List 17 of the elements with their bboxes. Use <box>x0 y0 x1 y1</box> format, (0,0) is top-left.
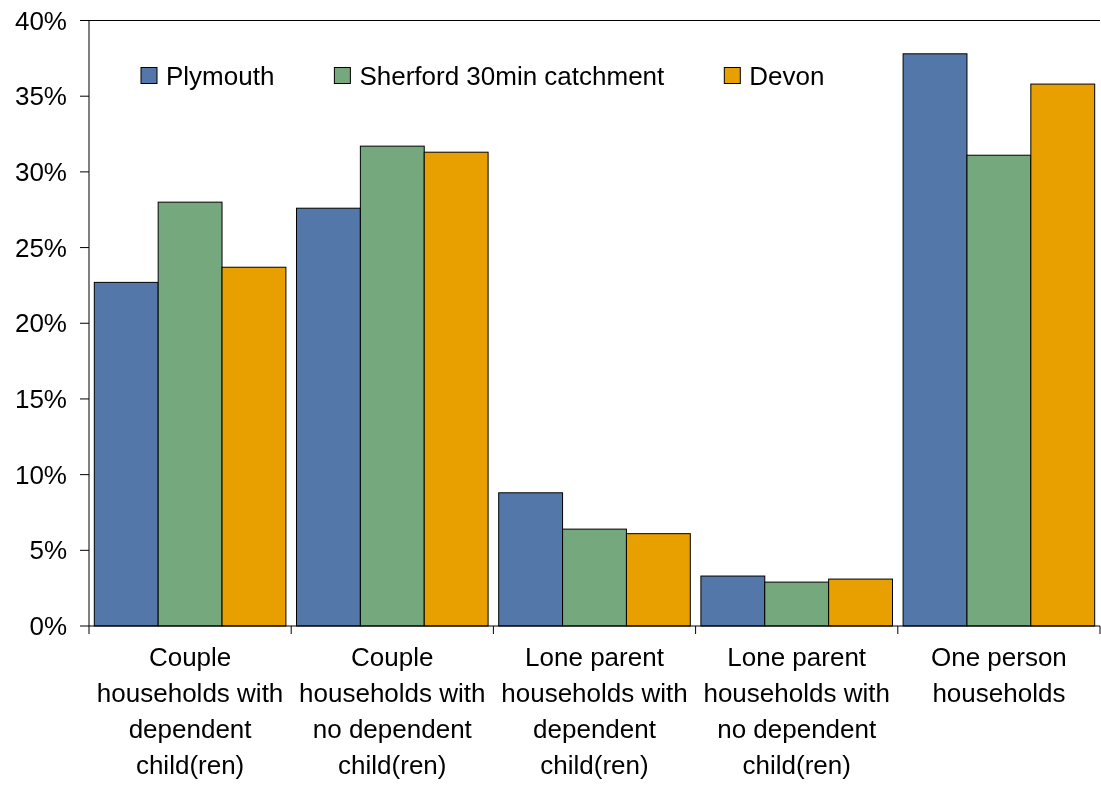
y-tick-label: 20% <box>14 308 67 339</box>
legend-label: Sherford 30min catchment <box>359 60 666 91</box>
y-tick-label: 35% <box>14 81 67 112</box>
y-tick-label: 25% <box>14 232 67 263</box>
x-tick-label: Lone parent households with dependent child(ren) <box>501 642 688 780</box>
y-tick-label: 30% <box>14 156 67 187</box>
x-tick-label: Lone parent households with no dependent child(ren) <box>703 642 890 780</box>
y-tick-label: 15% <box>14 384 67 415</box>
x-tick-label: Couple households with dependent child(ren) <box>96 642 284 780</box>
legend-label: Plymouth <box>166 60 275 91</box>
y-tick-label: 40% <box>14 5 67 36</box>
y-tick-label: 0% <box>29 611 67 642</box>
y-tick-label: 5% <box>29 535 67 566</box>
y-tick-label: 10% <box>14 459 67 490</box>
x-tick-label: One person households <box>930 642 1067 708</box>
legend-label: Devon <box>749 60 825 91</box>
x-tick-label: Couple households with no dependent child(ren) <box>299 642 486 780</box>
